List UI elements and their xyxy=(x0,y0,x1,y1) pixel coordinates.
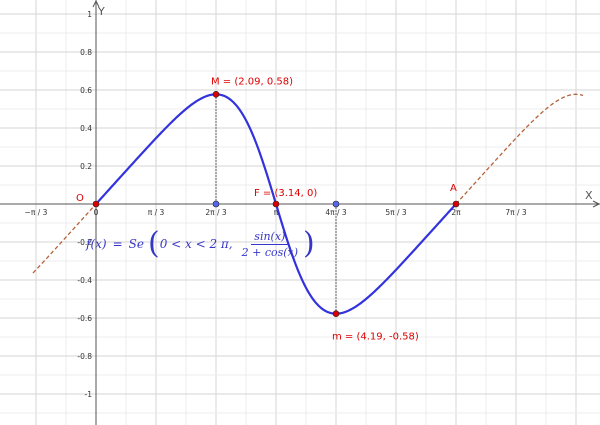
y-axis-label: Y xyxy=(97,5,105,18)
point-label-A: A xyxy=(450,183,457,194)
x-tick-label: 2π xyxy=(451,208,461,217)
point-m[interactable] xyxy=(332,310,340,318)
y-tick-label: -0.2 xyxy=(77,238,92,247)
point-A[interactable] xyxy=(452,200,460,208)
points[interactable] xyxy=(92,90,460,318)
y-axis-arrow xyxy=(92,0,100,8)
y-tick-label: -0.6 xyxy=(77,314,92,323)
y-tick-label: 0.8 xyxy=(80,48,92,57)
y-tick-label: 1 xyxy=(87,10,92,19)
x-tick-label: −π / 3 xyxy=(25,208,48,217)
formula-open-paren: ( xyxy=(147,226,160,261)
point-mx[interactable] xyxy=(332,200,340,208)
point-M[interactable] xyxy=(212,90,220,98)
y-tick-label: -1 xyxy=(85,390,93,399)
x-tick-label: π xyxy=(274,208,279,217)
formula-equals: = xyxy=(112,237,123,251)
x-axis-label: X xyxy=(585,189,593,202)
point-label-O: O xyxy=(76,193,84,204)
x-axis-arrow xyxy=(592,200,600,208)
point-F[interactable] xyxy=(272,200,280,208)
point-O[interactable] xyxy=(92,200,100,208)
function-formula: f(x) = Se ( 0 < x < 2 π, sin(x) 2 + cos(… xyxy=(86,229,315,259)
extension-curve-2 xyxy=(455,93,584,205)
y-tick-label: 0.2 xyxy=(80,162,92,171)
y-tick-label: 0.6 xyxy=(80,86,92,95)
y-tick-label: -0.8 xyxy=(77,352,92,361)
formula-function: Se xyxy=(128,237,144,251)
point-labels: O M = (2.09, 0.58) F = (3.14, 0) m = (4.19,… xyxy=(76,76,457,342)
drop-lines xyxy=(215,94,337,314)
formula-denominator: 2 + cos(x) xyxy=(241,245,299,259)
formula-lhs: f(x) xyxy=(86,237,107,251)
extension-curve-1 xyxy=(32,203,97,274)
formula-fraction: sin(x) 2 + cos(x) xyxy=(239,230,301,259)
y-tick-label: -0.4 xyxy=(77,276,92,285)
x-tick-label: 0 xyxy=(94,208,99,217)
point-label-M: M = (2.09, 0.58) xyxy=(211,76,293,87)
formula-close-paren: ) xyxy=(303,226,315,261)
point-label-m: m = (4.19, -0.58) xyxy=(332,332,419,343)
point-Mx[interactable] xyxy=(212,200,220,208)
x-tick-label: 2π / 3 xyxy=(205,208,227,217)
tick-labels: −π / 3 0 π / 3 2π / 3 π 4π / 3 5π / 3 2π 7π / 3 1… xyxy=(25,10,527,399)
formula-condition: 0 < x < 2 π, xyxy=(159,237,233,251)
x-tick-label: π / 3 xyxy=(148,208,165,217)
point-label-F: F = (3.14, 0) xyxy=(254,188,317,199)
x-tick-label: 4π / 3 xyxy=(325,208,347,217)
x-tick-label: 7π / 3 xyxy=(505,208,527,217)
y-tick-label: 0.4 xyxy=(80,124,92,133)
x-tick-label: 5π / 3 xyxy=(385,208,407,217)
formula-numerator: sin(x) xyxy=(251,230,289,245)
